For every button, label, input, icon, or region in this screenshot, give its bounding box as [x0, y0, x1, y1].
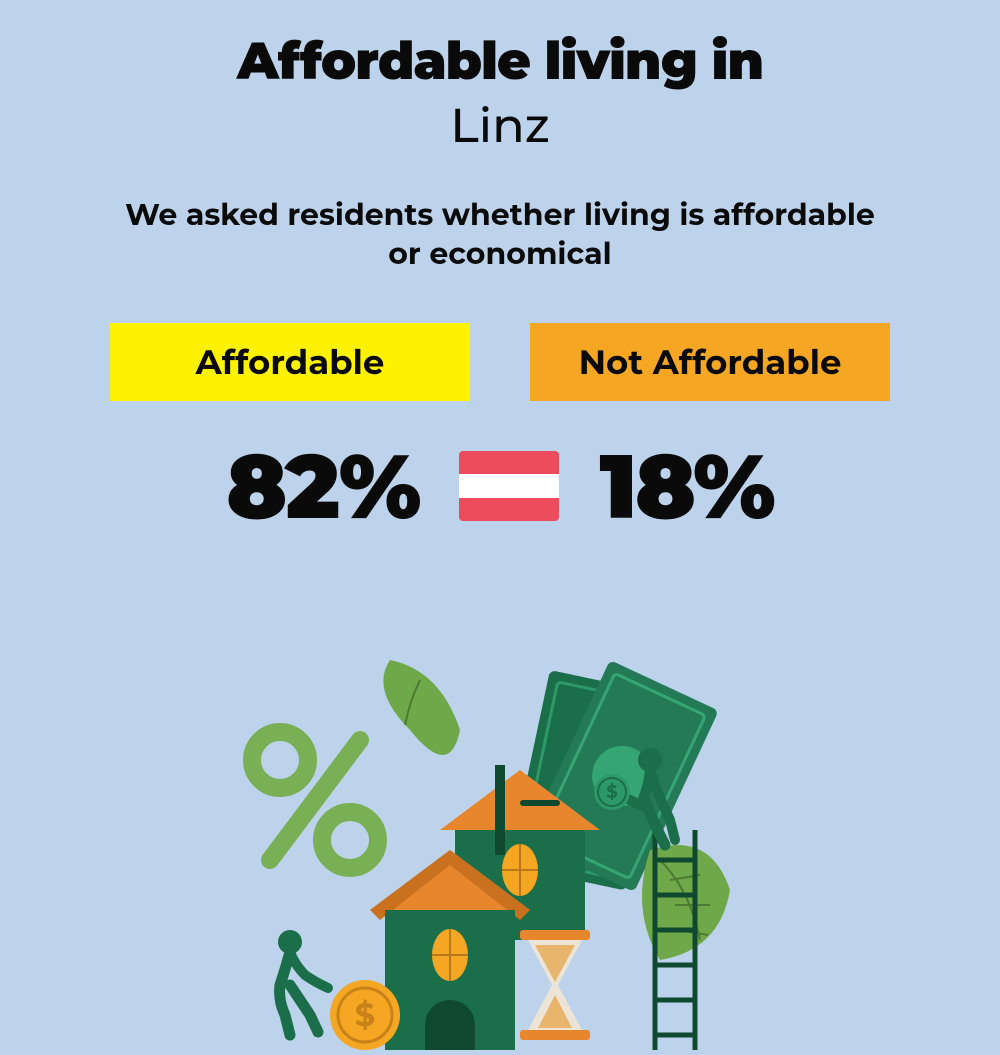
flag-stripe-top [459, 451, 559, 474]
subtitle: We asked residents whether living is aff… [0, 195, 1000, 273]
not-affordable-percent: 18% [599, 431, 773, 541]
flag-stripe-bottom [459, 498, 559, 521]
labels-row: Affordable Not Affordable [0, 323, 1000, 401]
title-block: Affordable living in Linz [0, 0, 1000, 155]
person-coin-icon [278, 930, 328, 1035]
savings-illustration: $ $ [210, 650, 790, 1050]
austria-flag-icon [459, 451, 559, 521]
coin-icon: $ [330, 980, 400, 1050]
title-city: Linz [0, 97, 1000, 155]
svg-text:$: $ [606, 781, 617, 803]
label-not-affordable: Not Affordable [530, 323, 890, 401]
stats-row: 82% 18% [0, 431, 1000, 541]
svg-text:$: $ [355, 996, 375, 1035]
hourglass-icon [520, 930, 590, 1040]
leaf-back [383, 660, 460, 755]
flag-stripe-middle [459, 474, 559, 497]
percent-icon [252, 732, 378, 868]
label-affordable: Affordable [110, 323, 470, 401]
title-line1: Affordable living in [0, 30, 1000, 93]
affordable-percent: 82% [226, 431, 419, 541]
